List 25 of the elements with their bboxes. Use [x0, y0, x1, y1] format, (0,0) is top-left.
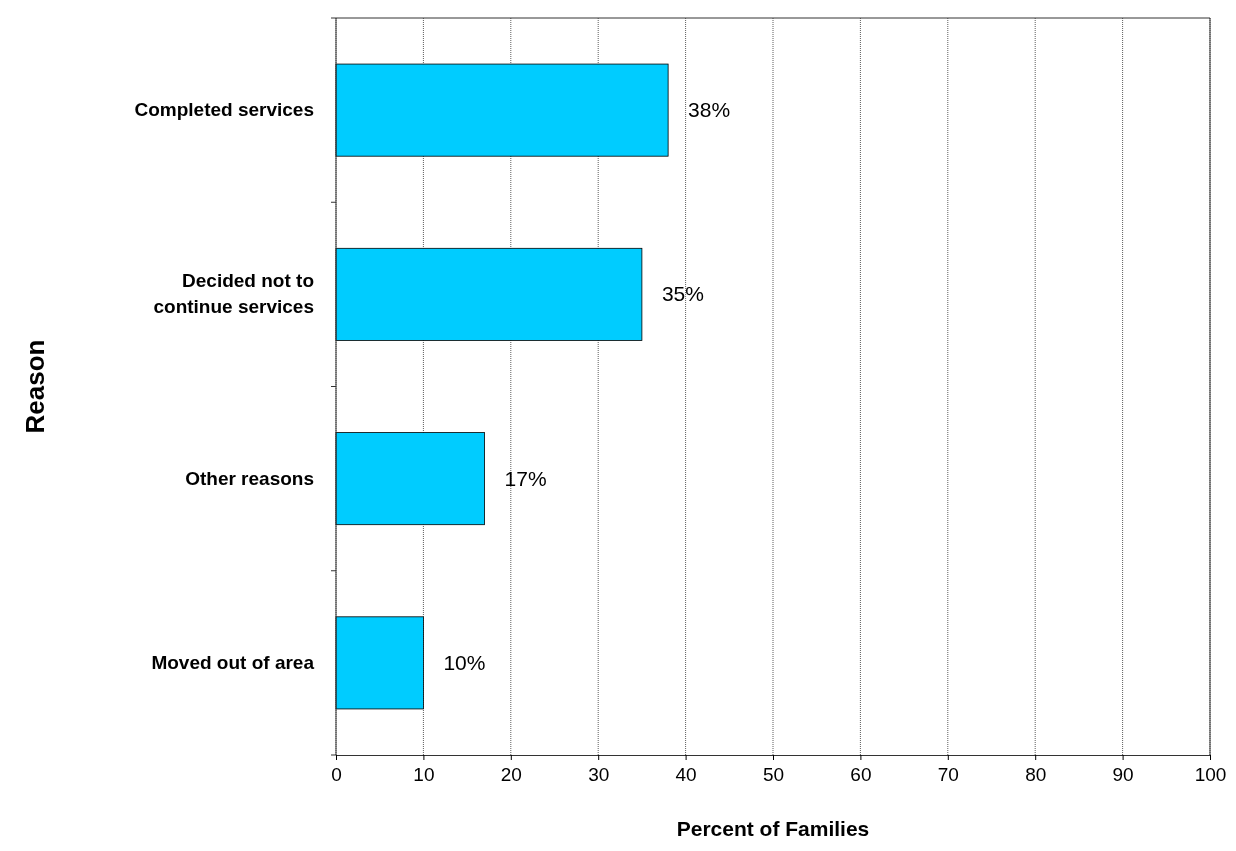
x-tick-label: 20	[500, 764, 522, 786]
y-tick-label: Other reasons	[185, 467, 314, 489]
data-label: 35%	[661, 282, 704, 306]
bar	[335, 616, 424, 710]
y-axis-title: Reason	[20, 339, 50, 434]
bar	[335, 247, 643, 341]
bar	[335, 432, 485, 526]
x-tick-label: 60	[850, 764, 872, 786]
x-tick-label: 90	[1112, 764, 1134, 786]
data-label: 10%	[443, 650, 486, 674]
x-tick-label: 0	[331, 764, 342, 786]
y-tick-label: Decided not to continue services	[153, 270, 314, 318]
x-tick-label: 10	[413, 764, 435, 786]
data-label: 38%	[688, 98, 731, 122]
bar	[335, 63, 669, 157]
x-tick-label: 70	[937, 764, 959, 786]
x-tick-label: 100	[1194, 764, 1227, 786]
x-tick-label: 40	[675, 764, 697, 786]
x-tick-label: 50	[762, 764, 785, 786]
data-label: 17%	[504, 466, 547, 490]
x-tick-label: 80	[1025, 764, 1047, 786]
x-axis-title: Percent of Families	[676, 817, 870, 840]
x-tick-label: 30	[588, 764, 610, 786]
y-tick-label: Completed services	[134, 99, 314, 121]
y-tick-label: Moved out of area	[151, 651, 315, 673]
